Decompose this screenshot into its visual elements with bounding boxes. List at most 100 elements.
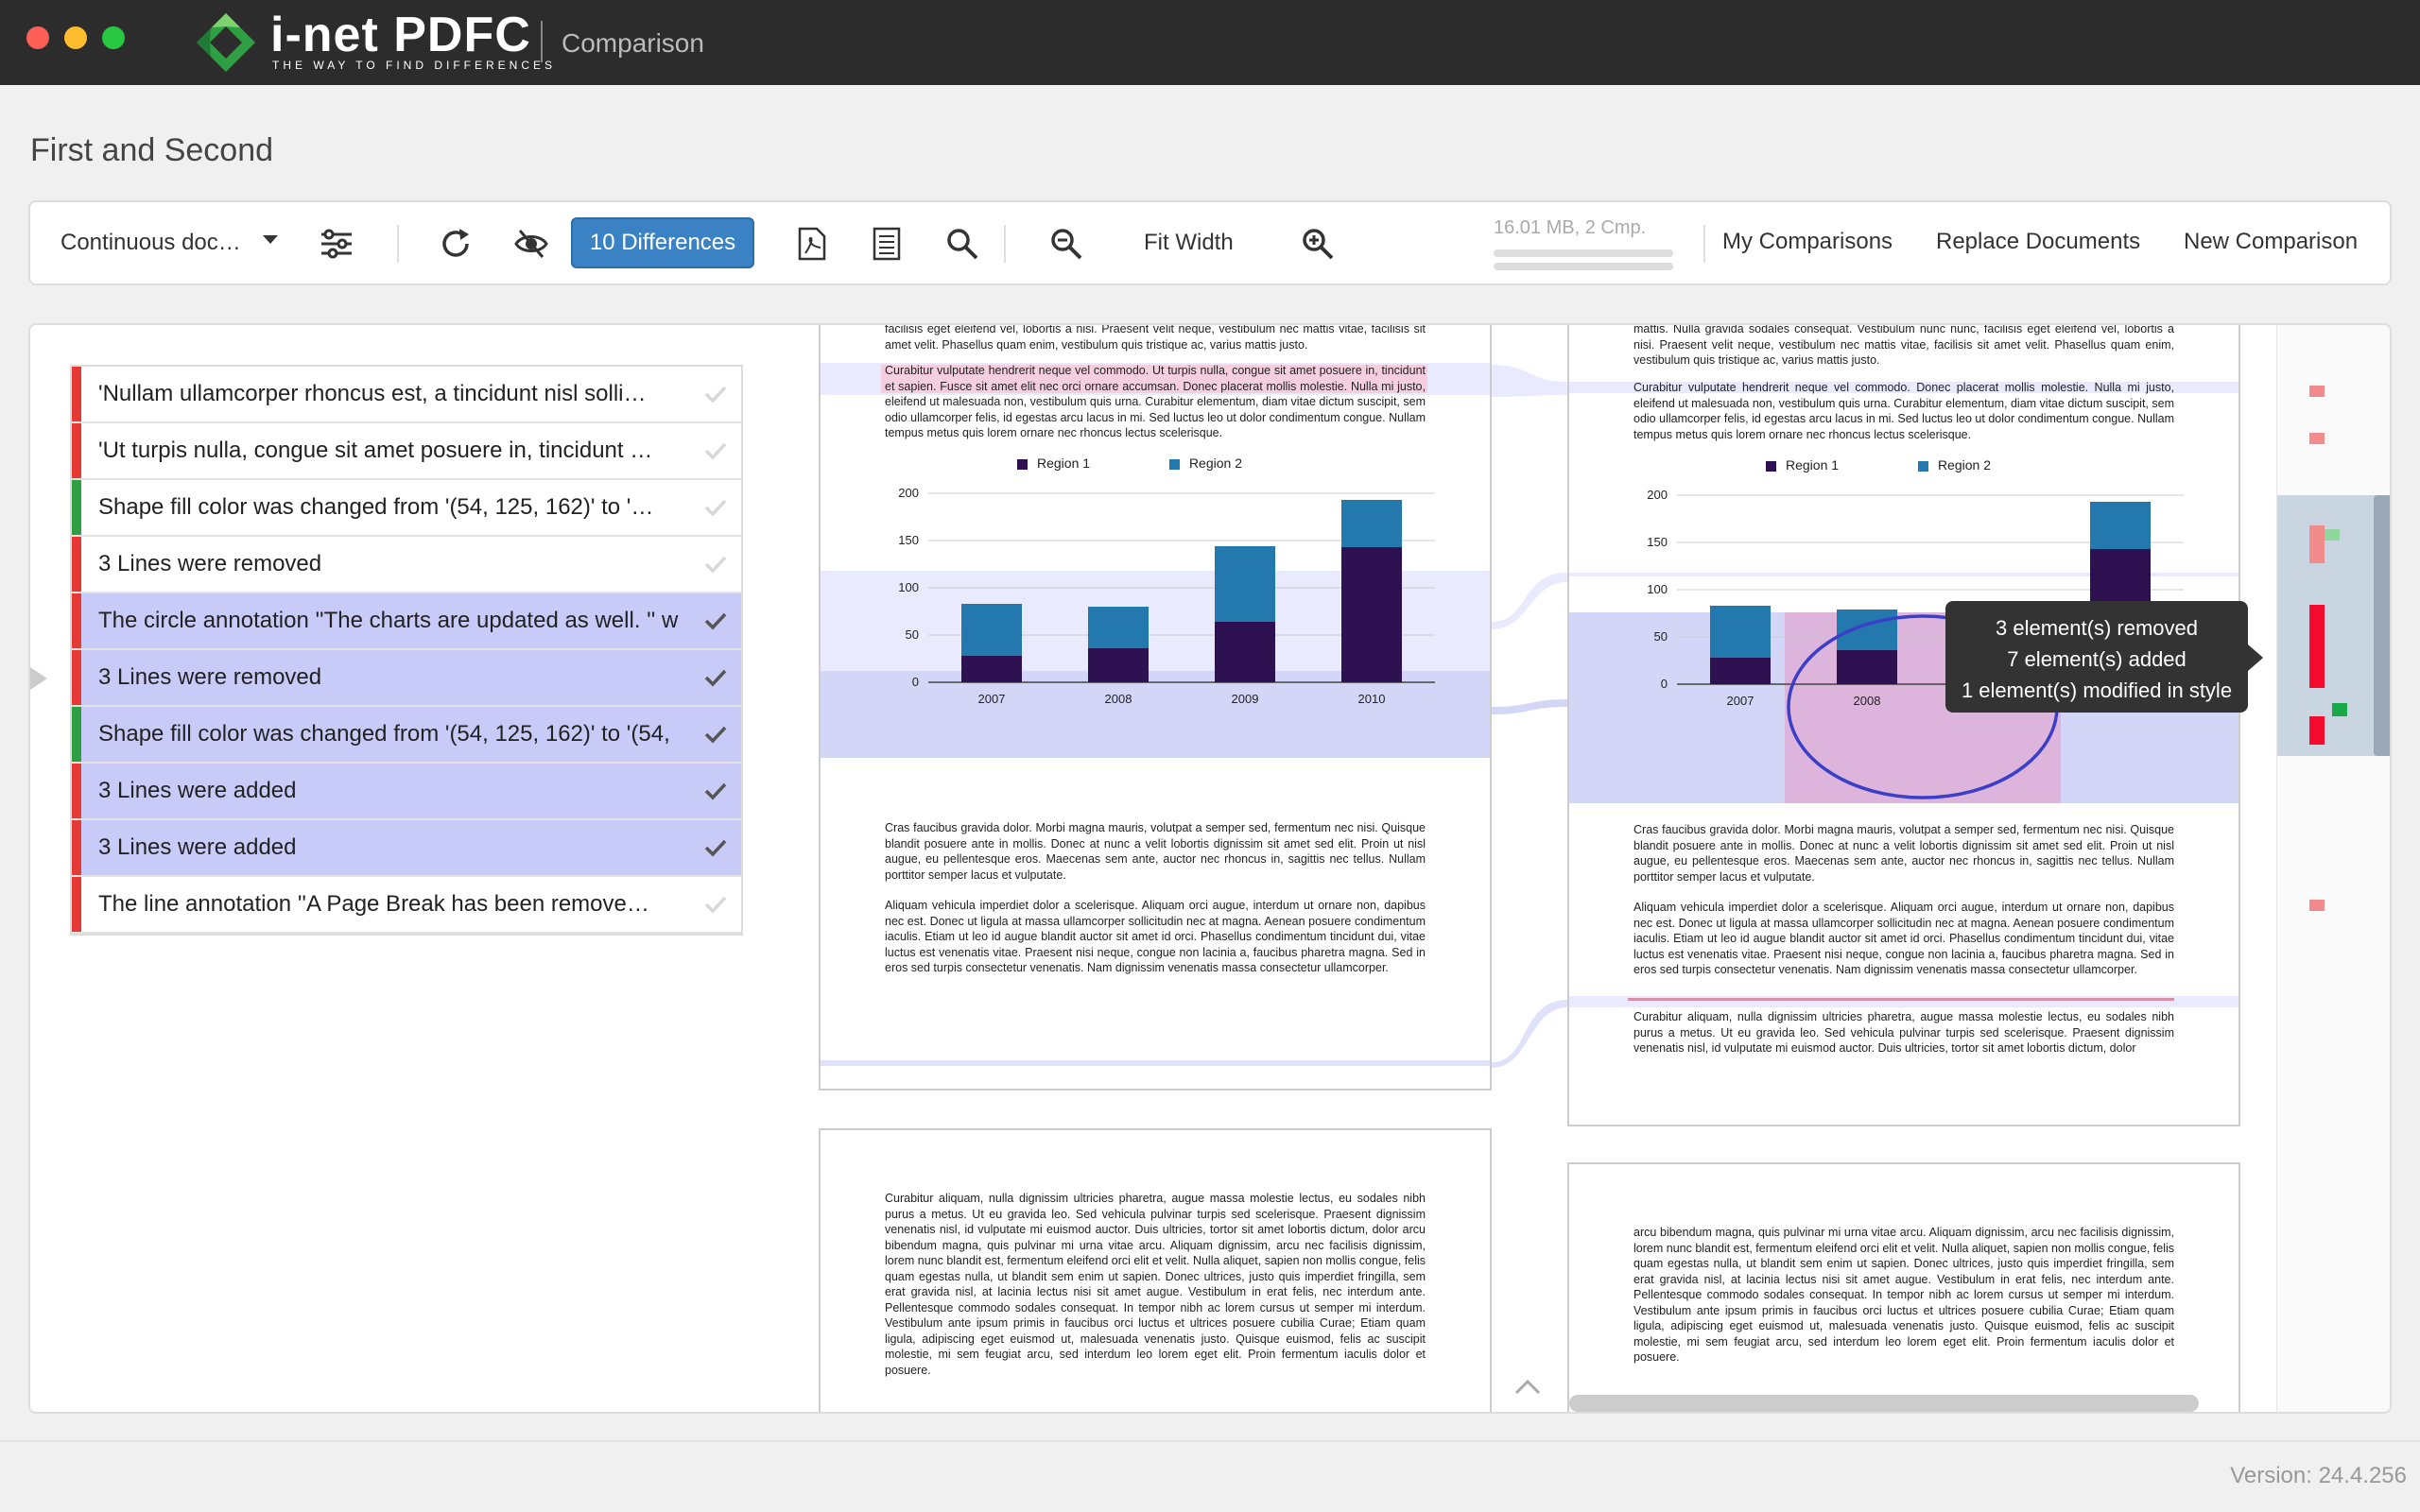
right-document-page-2[interactable]: arcu bibendum magna, quis pulvinar mi ur… (1567, 1162, 2240, 1412)
difference-row[interactable]: 3 Lines were added (72, 820, 741, 877)
legend-label: Region 2 (1188, 455, 1242, 471)
difference-text: 'Nullam ullamcorper rhoncus est, a tinci… (98, 381, 647, 406)
removed-marker (72, 367, 81, 421)
difference-row[interactable]: 3 Lines were removed (72, 650, 741, 707)
modified-marker (72, 480, 81, 535)
left-document-page-2[interactable]: Curabitur aliquam, nulla dignissim ultri… (819, 1128, 1492, 1412)
zoom-window-button[interactable] (102, 26, 125, 49)
scroll-up-chevron-icon[interactable] (1512, 1374, 1543, 1397)
pdf-export-icon[interactable] (792, 225, 830, 263)
left-bar-chart: 0 50 100 150 200 2007 2008 2009 2010 (898, 486, 1435, 706)
overview-marker-removed[interactable] (2309, 900, 2325, 911)
fit-width-select[interactable]: Fit Width (1144, 230, 1234, 255)
difference-row[interactable]: 3 Lines were added (72, 764, 741, 820)
refresh-icon[interactable] (437, 225, 475, 263)
legend-swatch-region-2 (1917, 460, 1928, 472)
comparison-area: 'Nullam ullamcorper rhoncus est, a tinci… (28, 323, 2392, 1414)
checkmark-icon[interactable] (703, 438, 728, 463)
difference-text: Shape fill color was changed from '(54, … (98, 721, 670, 747)
new-comparison-link[interactable]: New Comparison (2184, 229, 2359, 254)
vertical-scrollbar[interactable] (2374, 495, 2390, 756)
doc-text: mattis. Nulla gravida sodales consequat.… (1634, 323, 2174, 367)
right-document-page[interactable]: mattis. Nulla gravida sodales consequat.… (1567, 323, 2240, 1126)
search-icon[interactable] (943, 225, 981, 263)
difference-row[interactable]: The line annotation ''A Page Break has b… (72, 877, 741, 934)
modified-marker (72, 707, 81, 762)
close-window-button[interactable] (26, 26, 49, 49)
doc-text: Curabitur vulputate hendrerit neque vel … (1634, 381, 2174, 441)
chart-legend: Region 1 Region 2 (1017, 455, 1242, 471)
overview-marker-modified[interactable] (2332, 703, 2347, 716)
overview-marker-removed[interactable] (2309, 386, 2325, 397)
brand-name: i-net PDFC (270, 8, 531, 62)
zoom-in-icon[interactable] (1299, 225, 1337, 263)
settings-sliders-icon[interactable] (318, 225, 355, 263)
doc-text: arcu bibendum magna, quis pulvinar mi ur… (1634, 1226, 2174, 1364)
difference-text: 'Ut turpis nulla, congue sit amet posuer… (98, 438, 653, 463)
removed-marker (72, 423, 81, 478)
page-title: First and Second (30, 132, 274, 168)
bar-region-1-2009 (1215, 622, 1275, 682)
page-break-marker (821, 1060, 1490, 1066)
overview-marker-removed[interactable] (2309, 605, 2325, 688)
difference-row[interactable]: The circle annotation ''The charts are u… (72, 593, 741, 650)
y-tick-label: 100 (898, 580, 919, 594)
difference-row[interactable]: Shape fill color was changed from '(54, … (72, 707, 741, 764)
left-document-page[interactable]: facilisis eget eleifend vel, lobortis a … (819, 325, 1492, 1091)
removed-marker (72, 820, 81, 875)
difference-text: 3 Lines were added (98, 778, 297, 803)
my-comparisons-link[interactable]: My Comparisons (1722, 229, 1893, 254)
checkmark-icon[interactable] (703, 609, 728, 633)
x-tick-label: 2008 (1854, 694, 1881, 708)
bar-region-2-2007 (1710, 606, 1771, 658)
removed-marker (72, 764, 81, 818)
difference-text: 3 Lines were removed (98, 664, 322, 690)
overview-marker-removed[interactable] (2309, 433, 2325, 444)
bar-region-2-2008 (1837, 610, 1897, 650)
app-section-label: Comparison (562, 28, 704, 58)
legend-swatch-region-2 (1168, 458, 1180, 470)
difference-row[interactable]: 'Ut turpis nulla, congue sit amet posuer… (72, 423, 741, 480)
minimize-window-button[interactable] (64, 26, 87, 49)
y-tick-label: 0 (1661, 677, 1668, 691)
zoom-out-icon[interactable] (1047, 225, 1085, 263)
x-tick-label: 2008 (1105, 692, 1132, 706)
difference-tooltip: 3 element(s) removed 7 element(s) added … (1945, 601, 2263, 713)
doc-text: Curabitur aliquam, nulla dignissim ultri… (885, 1192, 1426, 1377)
report-icon[interactable] (868, 225, 906, 263)
difference-overview-strip[interactable] (2276, 325, 2390, 1412)
difference-row[interactable]: 'Nullam ullamcorper rhoncus est, a tinci… (72, 367, 741, 423)
doc-text: Cras faucibus gravida dolor. Morbi magna… (1634, 823, 2174, 884)
horizontal-scrollbar[interactable] (1569, 1395, 2199, 1412)
overview-marker-modified[interactable] (2325, 529, 2340, 541)
difference-text: The line annotation ''A Page Break has b… (98, 891, 649, 917)
checkmark-icon[interactable] (703, 779, 728, 803)
toolbar-separator (1004, 225, 1006, 263)
removed-marker (72, 593, 81, 648)
bar-region-2-2010 (2090, 502, 2151, 549)
comparison-progress-bar (1494, 263, 1673, 270)
visibility-toggle-icon[interactable] (512, 225, 550, 263)
bar-region-1-2007 (961, 656, 1022, 682)
changed-highlight (1569, 573, 2238, 576)
replace-documents-link[interactable]: Replace Documents (1936, 229, 2141, 254)
checkmark-icon[interactable] (703, 552, 728, 576)
bar-region-2-2010 (1341, 500, 1402, 547)
difference-row[interactable]: 3 Lines were removed (72, 537, 741, 593)
title-bar: i-net PDFC THE WAY TO FIND DIFFERENCES C… (0, 0, 2420, 85)
checkmark-icon[interactable] (703, 722, 728, 747)
tooltip-removed-count: 3 element(s) removed (1996, 616, 2198, 640)
overview-marker-removed[interactable] (2309, 525, 2325, 563)
checkmark-icon[interactable] (703, 495, 728, 520)
checkmark-icon[interactable] (703, 835, 728, 860)
differences-button[interactable]: 10 Differences (571, 217, 754, 268)
view-mode-select[interactable]: Continuous doc… (60, 230, 278, 256)
doc-text: Cras faucibus gravida dolor. Morbi magna… (885, 821, 1426, 882)
overview-marker-removed[interactable] (2309, 716, 2325, 745)
difference-text: Shape fill color was changed from '(54, … (98, 494, 654, 520)
checkmark-icon[interactable] (703, 892, 728, 917)
checkmark-icon[interactable] (703, 665, 728, 690)
checkmark-icon[interactable] (703, 382, 728, 406)
difference-row[interactable]: Shape fill color was changed from '(54, … (72, 480, 741, 537)
doc-text: Curabitur vulputate hendrerit neque vel … (885, 364, 1426, 439)
